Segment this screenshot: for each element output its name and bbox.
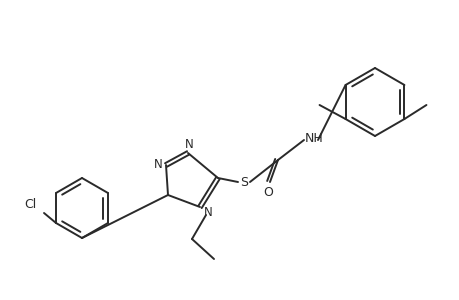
Text: S: S [240, 176, 247, 188]
Text: N: N [153, 158, 162, 172]
Text: NH: NH [304, 131, 323, 145]
Text: O: O [263, 185, 272, 199]
Text: N: N [203, 206, 212, 220]
Text: N: N [184, 139, 193, 152]
Text: Cl: Cl [24, 199, 36, 212]
